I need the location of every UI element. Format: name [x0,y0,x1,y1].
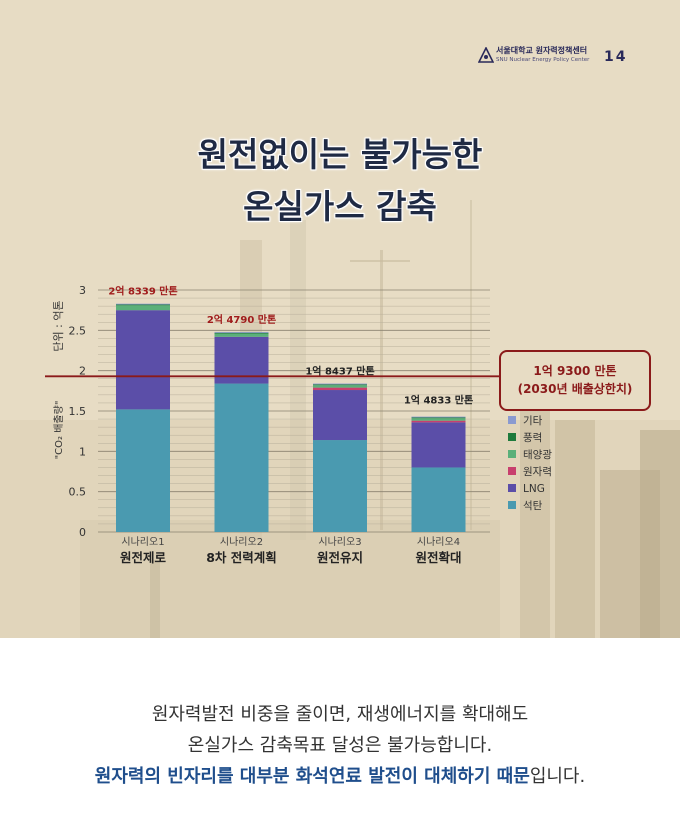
x-category-title: 원전확대 [415,550,461,565]
bar-segment [411,467,466,532]
legend-label: 태양광 [523,449,552,461]
legend-swatch [508,501,516,509]
legend-label: 기타 [523,415,543,427]
bar-segment [214,332,269,334]
y-tick-label: 2.5 [69,324,87,337]
bar-total-label: 2억 4790 만톤 [207,313,276,326]
y-tick-label: 0.5 [69,486,87,499]
bar-segment [313,383,367,385]
y-axis-unit-label: 단위 : 억톤 [52,300,65,351]
legend-label: 석탄 [523,500,543,512]
caption-highlight: 원자력의 빈자리를 대부분 화석연료 발전이 대체하기 때문 [94,766,530,787]
legend-swatch [508,484,516,492]
bar-total-label: 2억 8339 만톤 [108,284,177,297]
x-category-title: 원전제로 [120,550,167,565]
bar-segment [411,422,466,468]
bar-segment [116,304,170,306]
org-name-korean: 서울대학교 원자력정책센터 [496,46,588,55]
co2-emission-chart: 0 0.5 1 1.5 2 2.5 3 단위 : 억톤 "CO₂ 배출량" 2억 8339 만톤시… [45,284,651,565]
legend-label: 원자력 [523,466,552,478]
caption-line3-rest: 입니다. [529,766,586,787]
page-title-line1: 원전없이는 불가능한 [197,135,483,174]
x-tick-label: 시나리오4 [417,536,460,548]
bar-segment [411,417,466,419]
bar-segment [313,385,367,388]
legend-label: LNG [523,483,545,495]
bar-segment [411,418,466,421]
bar-segment [313,384,367,386]
legend-swatch [508,416,516,424]
x-category-title: 8차 전력계획 [206,550,277,565]
bar-segment [411,420,466,423]
page-number: 14 [604,49,628,65]
infographic-poster: 서울대학교 원자력정책센터 SNU Nuclear Energy Policy … [0,0,680,638]
target-label-box [499,350,651,411]
bar-segment [214,331,269,333]
bar-segment [116,409,170,532]
snu-logo-icon [477,46,495,63]
caption-line1: 원자력발전 비중을 줄이면, 재생에너지를 확대해도 [151,704,529,725]
legend-label: 풍력 [523,432,542,444]
bar-segment [313,390,367,441]
x-category-title: 원전유지 [317,550,363,565]
y-tick-label: 1 [79,445,86,458]
y-tick-label: 3 [79,284,86,297]
x-tick-label: 시나리오3 [318,536,361,548]
bar-segment [411,416,466,418]
target-label-line1: 1억 9300 만톤 [533,363,616,378]
bar-segment [116,305,170,311]
bar-total-label: 1억 4833 만톤 [404,393,473,406]
target-label-line2: (2030년 배출상한치) [518,381,633,396]
bar-segment [214,333,269,337]
legend-swatch [508,467,516,475]
y-axis-label: "CO₂ 배출량" [53,401,65,460]
y-tick-label: 1.5 [69,405,87,418]
bar-segment [313,387,367,391]
x-tick-label: 시나리오1 [121,536,164,548]
x-tick-label: 시나리오2 [220,536,263,548]
bar-segment [313,440,367,532]
legend-swatch [508,450,516,458]
page-title-line2: 온실가스 감축 [243,187,437,226]
bar-segment [214,383,269,532]
caption-line2: 온실가스 감축목표 달성은 불가능합니다. [187,735,493,756]
legend-swatch [508,433,516,441]
bar-segment [116,303,170,305]
bar-total-label: 1억 8437 만톤 [305,364,374,377]
caption-line3: 원자력의 빈자리를 대부분 화석연료 발전이 대체하기 때문입니다. [0,762,680,788]
y-tick-label: 0 [79,526,86,539]
org-name-english: SNU Nuclear Energy Policy Center [496,57,590,63]
bar-segment [116,310,170,410]
y-tick-label: 2 [79,365,86,378]
